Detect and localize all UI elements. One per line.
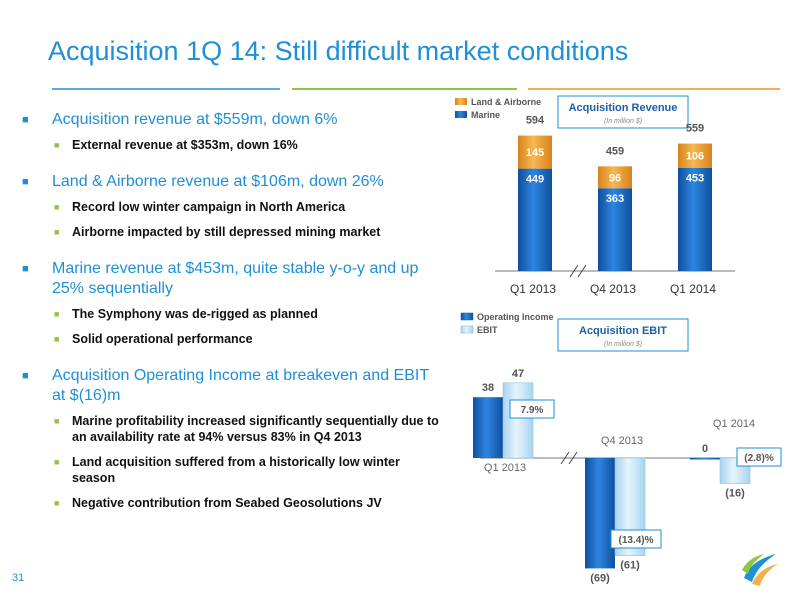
x-tick-label: Q4 2013 xyxy=(601,435,643,447)
sub-bullet-marker: ■ xyxy=(54,202,60,212)
data-label-total: 559 xyxy=(686,123,704,135)
axis-break xyxy=(560,451,570,465)
legend-swatch-ebit xyxy=(460,325,474,334)
x-tick-label: Q4 2013 xyxy=(590,282,636,296)
bullet-marker: ■ xyxy=(22,263,29,275)
margin-label: (13.4)% xyxy=(618,535,653,546)
margin-label: (2.8)% xyxy=(744,453,774,464)
data-label-land-airborne: 106 xyxy=(686,151,704,163)
sub-bullet-text: External revenue at $353m, down 16% xyxy=(72,138,298,152)
chart-title: Acquisition EBIT xyxy=(579,325,667,337)
data-label-operating-income: 38 xyxy=(482,382,494,394)
data-label-land-airborne: 145 xyxy=(526,147,544,159)
sub-bullet-item: ■ The Symphony was de-rigged as planned xyxy=(20,306,445,322)
chart-subtitle: (In million $) xyxy=(604,118,642,125)
margin-box xyxy=(509,399,555,419)
bar-operating-income xyxy=(690,458,720,460)
legend-swatch-marine xyxy=(455,111,467,118)
bullet-item: ■ Acquisition Operating Income at breakev… xyxy=(20,366,445,406)
data-label-operating-income: (69) xyxy=(590,572,610,584)
chart-title-box xyxy=(557,318,689,352)
sub-bullet-text: Marine profitability increased significa… xyxy=(72,414,439,444)
legend-swatch-operating-income xyxy=(460,312,474,321)
sub-bullet-marker: ■ xyxy=(54,140,60,150)
sub-bullet-text: Record low winter campaign in North Amer… xyxy=(72,200,346,214)
data-label-ebit: (61) xyxy=(620,560,640,572)
bullet-marker: ■ xyxy=(22,114,29,126)
x-tick-label: Q1 2014 xyxy=(713,418,755,430)
bullet-text: Acquisition revenue at $559m, down 6% xyxy=(52,111,338,128)
bullet-marker: ■ xyxy=(22,176,29,188)
bar-land-airborne xyxy=(518,135,552,169)
sub-bullet-text: Airborne impacted by still depressed min… xyxy=(72,225,381,239)
margin-box xyxy=(610,529,662,549)
sub-bullet-text: The Symphony was de-rigged as planned xyxy=(72,307,318,321)
bullet-text: Marine revenue at $453m, quite stable y-… xyxy=(52,260,419,297)
bullet-list: ■ Acquisition revenue at $559m, down 6% ■… xyxy=(20,110,445,520)
legend-label-land-airborne: Land & Airborne xyxy=(471,97,541,107)
title-rule-blue xyxy=(52,88,280,90)
sub-bullet-item: ■ Airborne impacted by still depressed mi… xyxy=(20,224,445,240)
chart-title-box xyxy=(557,95,689,129)
chart-subtitle: (In million $) xyxy=(604,341,642,348)
sub-bullet-marker: ■ xyxy=(54,498,60,508)
sub-bullet-item: ■ Record low winter campaign in North Ame… xyxy=(20,199,445,215)
sub-bullet-item: ■ Negative contribution from Seabed Geoso… xyxy=(20,495,445,511)
x-tick-label: Q1 2014 xyxy=(670,282,716,296)
axis-break xyxy=(577,264,587,278)
legend-label-operating-income: Operating Income xyxy=(477,312,554,322)
x-tick-label: Q1 2013 xyxy=(484,462,526,474)
data-label-land-airborne: 96 xyxy=(609,172,621,184)
data-label-marine: 449 xyxy=(526,174,544,186)
company-logo xyxy=(742,554,778,586)
bar-land-airborne xyxy=(678,143,712,168)
bar-ebit xyxy=(502,382,534,459)
margin-label: 7.9% xyxy=(521,405,544,416)
sub-bullet-marker: ■ xyxy=(54,227,60,237)
sub-bullet-text: Solid operational performance xyxy=(72,332,253,346)
data-label-marine: 363 xyxy=(606,193,624,205)
sub-bullet-marker: ■ xyxy=(54,416,60,426)
axis-break xyxy=(569,264,579,278)
bar-operating-income xyxy=(473,397,503,458)
sub-bullet-item: ■ Land acquisition suffered from a histor… xyxy=(20,454,445,486)
data-label-total: 459 xyxy=(606,145,624,157)
margin-box xyxy=(736,447,782,467)
bullet-item: ■ Acquisition revenue at $559m, down 6% xyxy=(20,110,445,130)
data-label-total: 594 xyxy=(526,115,545,127)
legend-swatch-land-airborne xyxy=(455,98,467,105)
bullet-item: ■ Land & Airborne revenue at $106m, down … xyxy=(20,172,445,192)
page-number: 31 xyxy=(12,572,25,584)
bar-marine xyxy=(598,188,632,271)
bullet-text: Land & Airborne revenue at $106m, down 2… xyxy=(52,173,384,190)
data-label-ebit: (16) xyxy=(725,488,745,500)
data-label-ebit: 47 xyxy=(512,368,524,380)
page-title: Acquisition 1Q 14: Still difficult marke… xyxy=(48,36,629,66)
sub-bullet-item: ■ Marine profitability increased signific… xyxy=(20,413,445,445)
bullet-text: Acquisition Operating Income at breakeve… xyxy=(52,367,429,404)
sub-bullet-item: ■ External revenue at $353m, down 16% xyxy=(20,137,445,153)
legend-label-ebit: EBIT xyxy=(477,325,498,335)
x-tick-label: Q1 2013 xyxy=(510,282,556,296)
data-label-marine: 453 xyxy=(686,173,704,185)
title-rule-green xyxy=(292,88,517,90)
bullet-marker: ■ xyxy=(22,370,29,382)
legend-label-marine: Marine xyxy=(471,110,500,120)
sub-bullet-marker: ■ xyxy=(54,334,60,344)
sub-bullet-text: Land acquisition suffered from a histori… xyxy=(72,455,400,485)
sub-bullet-text: Negative contribution from Seabed Geosol… xyxy=(72,496,382,510)
bar-marine xyxy=(518,168,552,271)
title-rule-orange xyxy=(528,88,780,90)
data-label-operating-income: 0 xyxy=(702,443,708,455)
sub-bullet-marker: ■ xyxy=(54,309,60,319)
sub-bullet-marker: ■ xyxy=(54,457,60,467)
bullet-item: ■ Marine revenue at $453m, quite stable y… xyxy=(20,259,445,299)
bar-land-airborne xyxy=(598,166,632,189)
sub-bullet-item: ■ Solid operational performance xyxy=(20,331,445,347)
bar-marine xyxy=(678,167,712,271)
axis-break xyxy=(568,451,578,465)
chart-title: Acquisition Revenue xyxy=(569,102,678,114)
bar-operating-income xyxy=(585,458,615,569)
